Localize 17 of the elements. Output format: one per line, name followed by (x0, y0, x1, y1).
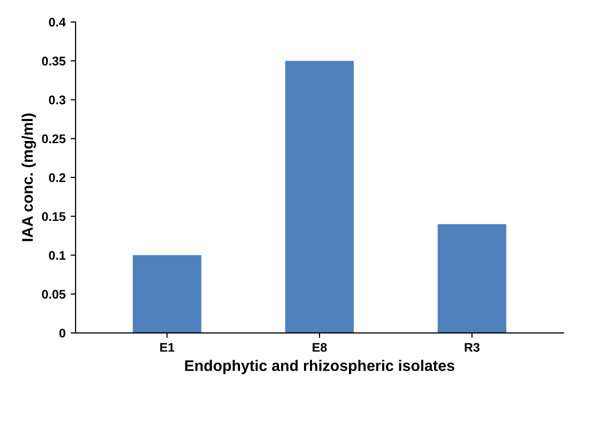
bar (132, 255, 202, 333)
bar (438, 224, 506, 333)
y-tick-label: 0.1 (48, 250, 66, 260)
y-tick-label: 0.35 (42, 56, 66, 66)
y-tick-label: 0 (59, 328, 66, 338)
x-tick-label: R3 (464, 342, 480, 352)
y-tick-label: 0.15 (42, 212, 66, 221)
y-tick-label: 0.25 (42, 134, 66, 144)
y-axis-title: IAA conc. (mg/ml) (22, 114, 36, 242)
y-tick-label: 0.2 (48, 173, 66, 182)
y-tick-label: 0.4 (48, 18, 66, 27)
x-axis-title: Endophytic and rhizospheric isolates (185, 360, 454, 374)
y-tick-label: 0.3 (48, 96, 66, 104)
y-tick-label: 0.05 (42, 290, 66, 299)
x-tick-label: E1 (160, 343, 174, 352)
x-tick-label: E8 (312, 342, 327, 352)
bar (285, 60, 354, 333)
